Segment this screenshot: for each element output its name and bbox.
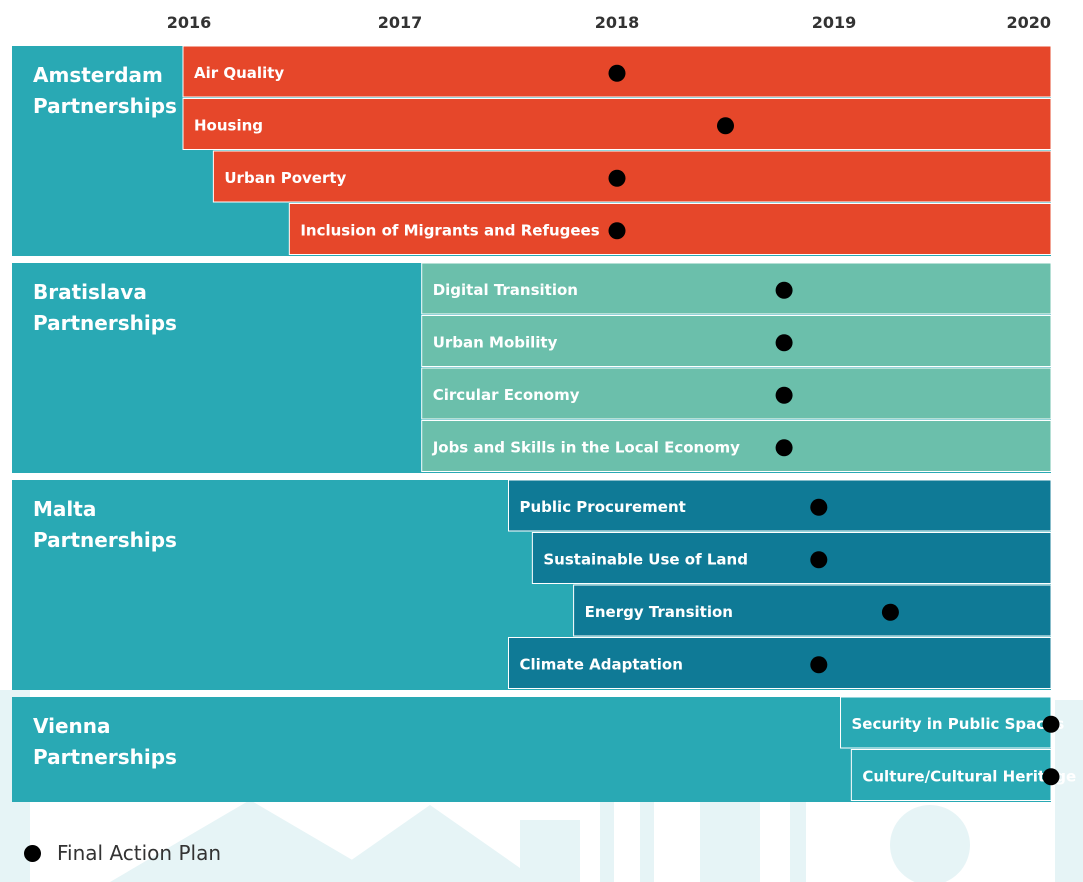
final-action-plan-dot <box>810 656 828 674</box>
year-tick-label: 2020 <box>1006 13 1051 32</box>
partnership-bar-label: Sustainable Use of Land <box>543 551 748 569</box>
year-tick-label: 2018 <box>595 13 640 32</box>
partnership-bar <box>850 749 1052 801</box>
partnership-label: Malta <box>33 497 96 521</box>
final-action-plan-dot <box>717 117 734 135</box>
partnership-bar-label: Energy Transition <box>585 603 733 621</box>
partnership-bar-label: Jobs and Skills in the Local Economy <box>432 439 740 457</box>
partnership-bar-label: Security in Public Spaces <box>852 715 1065 733</box>
partnership-bar-label: Urban Mobility <box>433 334 558 352</box>
partnership-bar <box>421 262 1052 315</box>
partnership-bar <box>421 367 1052 420</box>
partnership-bar-label: Air Quality <box>194 64 284 82</box>
partnership-bar <box>573 584 1052 637</box>
final-action-plan-dot <box>775 439 793 457</box>
final-action-plan-dot <box>608 64 626 82</box>
final-action-plan-dot <box>608 222 626 240</box>
final-action-plan-dot <box>881 603 899 621</box>
year-tick-label: 2017 <box>378 13 423 32</box>
partnership-label: Partnerships <box>33 528 177 552</box>
partnership-bar <box>212 150 1052 203</box>
partnership-label: Partnerships <box>33 745 177 769</box>
partnership-label: Partnerships <box>33 311 177 335</box>
partnership-bar <box>182 98 1052 150</box>
partnership-bar-label: Housing <box>194 117 263 135</box>
final-action-plan-dot <box>1042 715 1060 733</box>
partnership-bar-label: Digital Transition <box>433 281 578 299</box>
final-action-plan-dot <box>810 551 828 569</box>
final-action-plan-dot <box>775 386 793 404</box>
partnership-bar-label: Inclusion of Migrants and Refugees <box>300 222 599 240</box>
partnership-label: Partnerships <box>33 94 177 118</box>
partnership-bar <box>421 315 1052 367</box>
partnership-label: Vienna <box>33 714 111 738</box>
partnership-bar <box>508 637 1052 689</box>
partnership-bar <box>421 420 1052 472</box>
final-action-plan-dot <box>775 334 793 352</box>
partnership-bar-label: Culture/Cultural Heritage <box>862 768 1076 786</box>
partnership-label: Bratislava <box>33 280 147 304</box>
final-action-plan-dot <box>810 498 828 516</box>
final-action-plan-dot <box>1042 768 1060 786</box>
final-action-plan-dot <box>608 169 626 187</box>
partnership-bar <box>288 203 1052 255</box>
partnership-bar-label: Urban Poverty <box>224 169 346 187</box>
partnership-bar <box>508 479 1052 532</box>
partnership-bar-label: Public Procurement <box>520 498 686 516</box>
partnership-bar <box>531 532 1052 584</box>
partnership-bar <box>840 696 1052 749</box>
final-action-plan-dot <box>775 281 793 299</box>
legend: Final Action Plan <box>24 838 221 868</box>
legend-marker-dot <box>24 844 41 862</box>
year-tick-label: 2019 <box>812 13 857 32</box>
year-tick-label: 2016 <box>167 13 212 32</box>
partnership-bar-label: Circular Economy <box>433 386 580 404</box>
partnership-label: Amsterdam <box>33 63 163 87</box>
partnership-bar-label: Climate Adaptation <box>520 656 683 674</box>
legend-label: Final Action Plan <box>57 841 221 865</box>
